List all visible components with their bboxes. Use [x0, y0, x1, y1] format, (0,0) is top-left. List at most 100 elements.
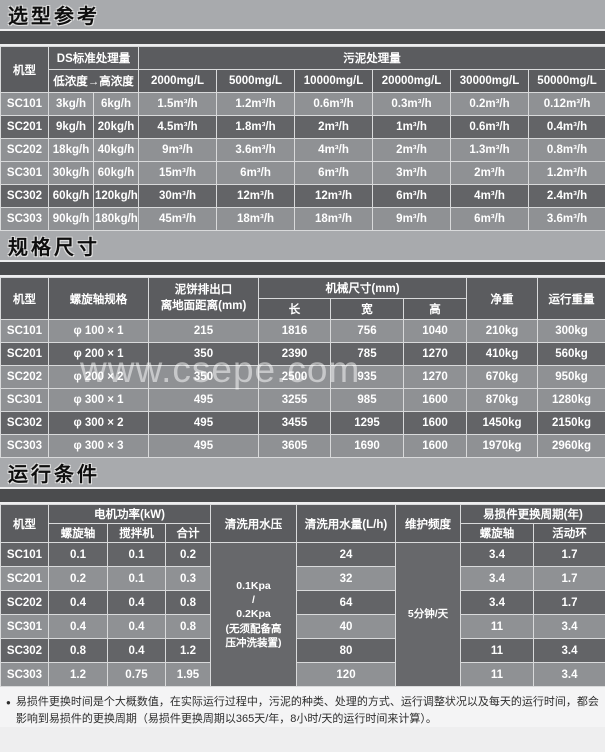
value-cell: 11: [460, 614, 534, 639]
value-cell: 0.8: [165, 590, 211, 615]
value-cell: 0.1: [48, 542, 108, 567]
value-cell: 0.3: [165, 566, 211, 591]
value-cell: 210kg: [466, 319, 538, 343]
table-row: SC301 30kg/h 60kg/h 15m³/h 6m³/h 6m³/h 3m³/h 2m…: [0, 161, 605, 185]
value-cell: 0.1: [107, 542, 166, 567]
value-cell: 3.4: [460, 590, 534, 615]
table-row: SC101 φ 100 × 1 215 1816 756 1040 210kg 300kg: [0, 319, 605, 343]
section-title-bar: 规格尺寸: [0, 231, 605, 260]
col-header-shaft-spec: 螺旋轴规格: [48, 277, 149, 320]
section-dimensions: 规格尺寸 机型 螺旋轴规格 泥饼排出口 离地面距离(mm) 机械尺寸(mm) 净…: [0, 231, 605, 458]
model-cell: SC101: [0, 319, 49, 343]
value-cell: 1.2m³/h: [216, 92, 296, 116]
value-cell: 3.6m³/h: [528, 207, 605, 231]
value-cell: 18m³/h: [216, 207, 296, 231]
value-cell: 1.7: [532, 542, 605, 567]
table-row: SC201 0.2 0.1 0.3 32 3.4 1.7: [0, 566, 605, 591]
value-cell: 15m³/h: [138, 161, 218, 185]
value-cell: 0.4: [107, 590, 166, 615]
value-cell: 40: [296, 614, 396, 639]
table-row: SC202 0.4 0.4 0.8 64 3.4 1.7: [0, 590, 605, 615]
value-cell: 1m³/h: [372, 115, 452, 139]
table-row: SC201 φ 200 × 1 350 2390 785 1270 410kg 560kg: [0, 342, 605, 366]
value-cell: 870kg: [466, 388, 538, 412]
value-cell: 60kg/h: [92, 161, 140, 185]
value-cell: 1.5m³/h: [138, 92, 218, 116]
table-header: 机型 螺旋轴规格 泥饼排出口 离地面距离(mm) 机械尺寸(mm) 净重 运行重…: [0, 277, 605, 320]
model-cell: SC101: [0, 92, 49, 116]
table-row: SC303 90kg/h 180kg/h 45m³/h 18m³/h 18m³/h 9m³/…: [0, 207, 605, 231]
value-cell: 2150kg: [537, 411, 605, 435]
value-cell: 90kg/h: [48, 207, 94, 231]
model-cell: SC101: [0, 542, 49, 567]
col-header-net-weight: 净重: [466, 277, 538, 320]
value-cell: 4m³/h: [294, 138, 374, 162]
col-header-model: 机型: [0, 504, 49, 543]
model-cell: SC302: [0, 184, 49, 208]
value-cell: 0.4: [48, 590, 108, 615]
value-cell: 6m³/h: [294, 161, 374, 185]
value-cell: 935: [330, 365, 404, 389]
divider-strip: [0, 489, 605, 502]
value-cell: 1.3m³/h: [450, 138, 530, 162]
value-cell: 1295: [330, 411, 404, 435]
value-cell: 0.8: [48, 638, 108, 663]
value-cell: 3.4: [460, 566, 534, 591]
model-cell: SC202: [0, 138, 49, 162]
section-title: 选型参考: [8, 6, 100, 28]
value-cell: 785: [330, 342, 404, 366]
value-cell: 20kg/h: [92, 115, 140, 139]
value-cell: 12m³/h: [294, 184, 374, 208]
model-cell: SC302: [0, 638, 49, 663]
value-cell: 1.7: [532, 566, 605, 591]
value-cell: 0.1: [107, 566, 166, 591]
table-row: SC301 0.4 0.4 0.8 40 11 3.4: [0, 614, 605, 639]
col-header-width: 宽: [330, 298, 404, 320]
col-header-model: 机型: [0, 277, 49, 320]
value-cell: 3455: [258, 411, 331, 435]
table-header: 机型 DS标准处理量 污泥处理量 低浓度→高浓度 2000mg/L 5000mg…: [0, 46, 605, 93]
section-selection: 选型参考 机型 DS标准处理量 污泥处理量 低浓度→高浓度 2000mg/L 5…: [0, 0, 605, 231]
value-cell: 495: [148, 388, 259, 412]
col-header-motor-power: 电机功率(kW): [48, 504, 211, 524]
value-cell: 1450kg: [466, 411, 538, 435]
value-cell: 32: [296, 566, 396, 591]
model-cell: SC303: [0, 662, 49, 687]
value-cell: 24: [296, 542, 396, 567]
model-cell: SC202: [0, 365, 49, 389]
value-cell: 2390: [258, 342, 331, 366]
selection-reference-table: 机型 DS标准处理量 污泥处理量 低浓度→高浓度 2000mg/L 5000mg…: [0, 46, 605, 231]
value-cell: 9kg/h: [48, 115, 94, 139]
value-cell: 350: [148, 365, 259, 389]
value-cell: 9m³/h: [372, 207, 452, 231]
value-cell: 4m³/h: [450, 184, 530, 208]
value-cell: 6m³/h: [450, 207, 530, 231]
value-cell: 1816: [258, 319, 331, 343]
value-cell: 18kg/h: [48, 138, 94, 162]
value-cell: 0.2m³/h: [450, 92, 530, 116]
value-cell: 11: [460, 662, 534, 687]
divider-strip: [0, 262, 605, 275]
value-cell: 30m³/h: [138, 184, 218, 208]
col-header-30000mgl: 30000mg/L: [450, 69, 530, 93]
table-row: SC302 0.8 0.4 1.2 80 11 3.4: [0, 638, 605, 663]
value-cell: 0.4: [107, 638, 166, 663]
value-cell: 0.2: [48, 566, 108, 591]
section-title-bar: 选型参考: [0, 0, 605, 29]
value-cell: 3.4: [532, 662, 605, 687]
value-cell: φ 300 × 2: [48, 411, 149, 435]
value-cell: 410kg: [466, 342, 538, 366]
value-cell: 0.4: [48, 614, 108, 639]
section-title: 规格尺寸: [8, 237, 100, 259]
value-cell: 18m³/h: [294, 207, 374, 231]
col-header-total: 合计: [165, 523, 211, 543]
table-row: SC101 3kg/h 6kg/h 1.5m³/h 1.2m³/h 0.6m³/h 0.3m…: [0, 92, 605, 116]
value-cell: 2m³/h: [372, 138, 452, 162]
value-cell: 0.8m³/h: [528, 138, 605, 162]
value-cell: 2500: [258, 365, 331, 389]
table-row: SC301 φ 300 × 1 495 3255 985 1600 870kg 1280kg: [0, 388, 605, 412]
value-cell: 5分钟/天: [395, 542, 461, 687]
value-cell: 495: [148, 434, 259, 458]
value-cell: 985: [330, 388, 404, 412]
value-cell: 1970kg: [466, 434, 538, 458]
